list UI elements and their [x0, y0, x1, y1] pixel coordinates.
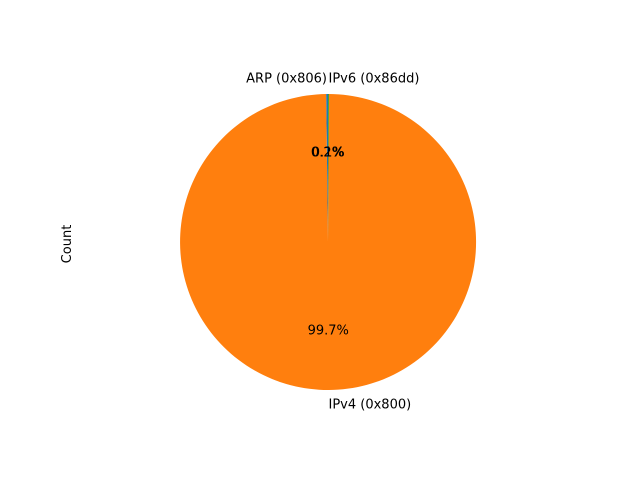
y-axis-label: Count [60, 225, 75, 264]
pie-slice-ipv4-0x800 [180, 94, 477, 390]
labels-layer: ARP (0x806) 0.2% IPv4 (0x800) 99.7% IPv6 (0x… [246, 72, 419, 413]
slice-pct-arp-0x806: 0.2% [311, 146, 344, 161]
slice-label-ipv4-0x800: IPv4 (0x800) [329, 397, 412, 412]
slice-pct-ipv4-0x800: 99.7% [308, 323, 349, 338]
slice-label-arp-0x806: ARP (0x806) [246, 72, 327, 87]
slices-layer [180, 93, 477, 390]
pie-slice-ipv6-0x86dd [328, 93, 329, 243]
pie-slice-arp-0x806 [326, 93, 328, 242]
slice-pct-ipv6-0x86dd: 0.1% [312, 146, 345, 161]
slice-label-ipv6-0x86dd: IPv6 (0x86dd) [329, 72, 420, 87]
